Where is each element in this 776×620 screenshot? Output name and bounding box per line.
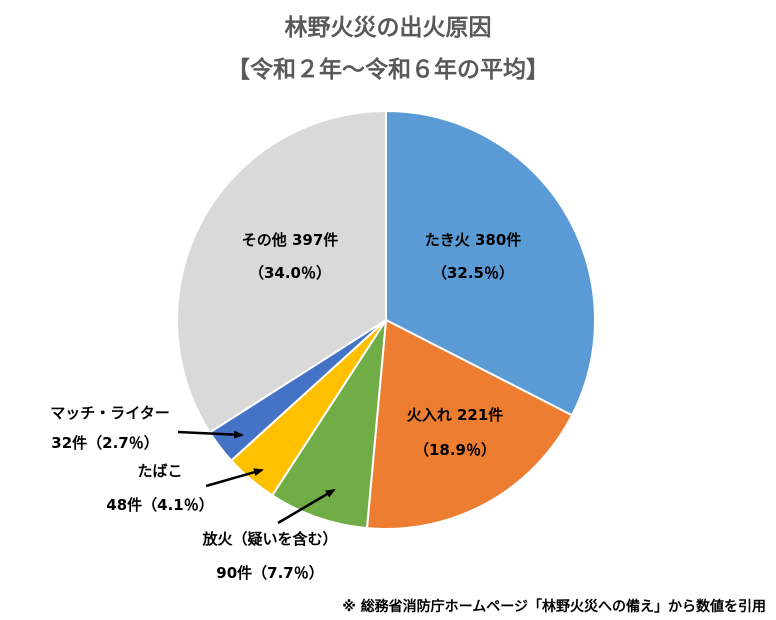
slice-value-3: 48件（4.1％） — [106, 496, 213, 514]
chart-title: 林野火災の出火原因 — [284, 15, 492, 41]
slice-label-0: たき火 380件 — [425, 231, 522, 249]
pie-chart: たき火 380件 （32.5％） 火入れ 221件 （18.9％） 放火（疑いを含む） 9… — [50, 109, 596, 582]
slice-label-1: 火入れ 221件 — [407, 406, 504, 424]
pointer-arrow-3 — [205, 468, 264, 488]
slice-value-1: （18.9％） — [414, 441, 496, 459]
slice-label-2: 放火（疑いを含む） — [201, 530, 337, 548]
pie-slice-0 — [385, 109, 596, 417]
source-note: ※ 総務省消防庁ホームページ「林野火災への備え」から数値を引用 — [342, 599, 766, 615]
chart-subtitle: 【令和２年～令和６年の平均】 — [227, 57, 549, 83]
pie-slice-5 — [176, 109, 387, 434]
slice-value-5: （34.0％） — [249, 264, 331, 282]
slice-label-5: その他 397件 — [242, 231, 339, 249]
slice-label-3: たばこ — [137, 462, 182, 480]
slice-label-4: マッチ・ライター — [50, 404, 169, 422]
slice-value-4: 32件（2.7％） — [51, 434, 158, 452]
pointer-arrow-4 — [177, 430, 244, 439]
slice-value-2: 90件（7.7％） — [216, 564, 323, 582]
slice-value-0: （32.5％） — [432, 264, 514, 282]
pie-slice-1 — [365, 318, 574, 530]
pointer-arrow-2 — [277, 488, 336, 525]
pie-slice-2 — [270, 319, 387, 530]
